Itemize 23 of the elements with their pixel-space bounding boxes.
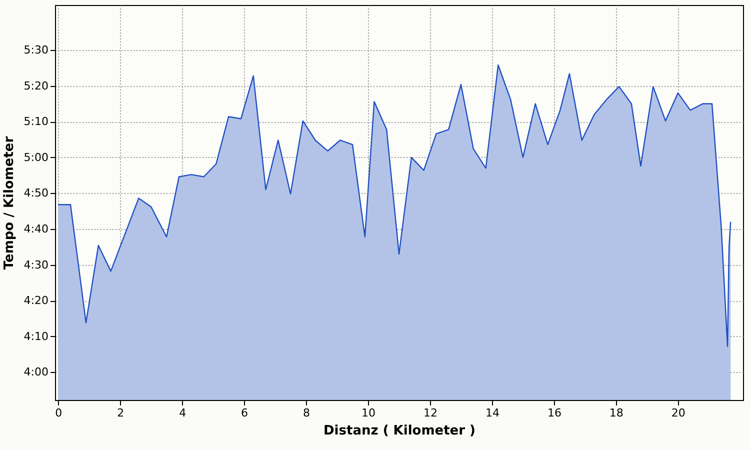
y-tick-label: 4:50 [24,186,48,200]
x-tick-label: 8 [303,406,310,420]
x-tick-label: 6 [241,406,248,420]
x-tick-label: 10 [362,406,376,420]
y-tick-label: 5:20 [24,79,48,92]
x-tick-label: 18 [609,406,624,420]
x-tick-label: 16 [547,406,562,420]
y-tick-label: 5:10 [24,115,48,128]
y-tick-label: 4:30 [24,258,48,272]
x-tick-label: 14 [485,406,500,420]
y-tick-label: 4:10 [24,330,48,343]
y-tick-label: 5:30 [24,44,48,57]
x-tick-label: 12 [423,406,438,420]
x-tick-label: 20 [671,406,686,420]
x-tick-label: 4 [179,406,186,420]
y-tick-label: 4:20 [24,294,48,308]
x-tick-label: 0 [55,406,62,420]
y-axis-title: Tempo / Kilometer [2,136,17,270]
y-tick-label: 5:00 [24,150,48,164]
y-tick-label: 4:00 [24,366,48,379]
x-tick-label: 2 [117,406,124,420]
y-tick-label: 4:40 [24,222,48,236]
x-axis-title: Distanz ( Kilometer ) [324,424,476,438]
